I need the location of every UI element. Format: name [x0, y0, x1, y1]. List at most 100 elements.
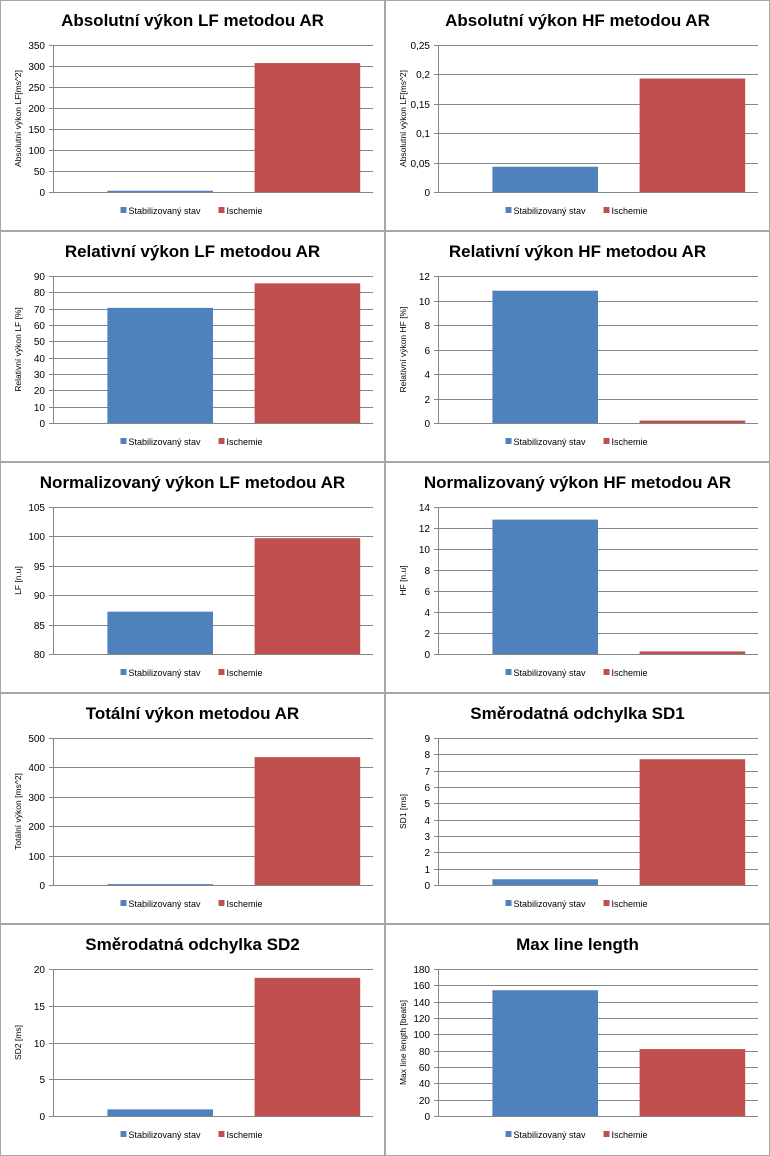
legend-label-ischemia: Ischemie — [227, 668, 263, 678]
chart-panel: Relativní výkon HF metodou AR 0 2 4 6 8 10 12 Re… — [385, 231, 770, 462]
bar-ischemia — [639, 420, 746, 423]
bar-stabilized — [107, 611, 213, 654]
y-tick-label: 15 — [34, 1002, 46, 1013]
legend-label-stabilized: Stabilizovaný stav — [129, 437, 202, 447]
y-axis-label: Max line length [beats] — [398, 1000, 408, 1085]
y-tick-label: 12 — [419, 272, 431, 283]
y-axis-label: Totální výkon [ms^2] — [13, 773, 23, 850]
chart-panel: Totální výkon metodou AR 0 100 200 300 400 500… — [0, 693, 385, 924]
chart-panel: Normalizovaný výkon HF metodou AR 0 2 4 6 8 10… — [385, 462, 770, 693]
y-tick-label: 4 — [424, 370, 430, 381]
y-tick-label: 50 — [34, 337, 46, 348]
y-tick-label: 2 — [424, 629, 430, 640]
y-tick-label: 85 — [34, 621, 46, 632]
chart-svg: Absolutní výkon LF metodou AR 0 50 100 150 20… — [13, 11, 373, 216]
chart-title: Normalizovaný výkon HF metodou AR — [424, 473, 731, 492]
bar-stabilized — [492, 166, 598, 192]
y-tick-label: 100 — [28, 852, 45, 863]
chart-panel: Směrodatná odchylka SD1 0 1 2 3 4 5 6 7 8 9 SD1 [ms… — [385, 693, 770, 924]
bar-ischemia — [254, 757, 361, 885]
y-axis-label: LF [n.u] — [13, 566, 23, 595]
y-tick-label: 12 — [419, 524, 431, 535]
legend: Stabilizovaný stav Ischemie — [120, 437, 263, 447]
chart-panel: Absolutní výkon HF metodou AR 0 0,05 0,1 0,1… — [385, 0, 770, 231]
chart-title: Směrodatná odchylka SD1 — [470, 704, 684, 723]
y-tick-label: 50 — [34, 167, 46, 178]
legend-swatch-ischemia — [603, 669, 610, 675]
y-tick-label: 20 — [419, 1096, 431, 1107]
y-tick-label: 2 — [424, 395, 430, 406]
legend-swatch-ischemia — [603, 900, 610, 906]
y-tick-label: 10 — [34, 1039, 46, 1050]
chart-title: Totální výkon metodou AR — [86, 704, 299, 723]
y-tick-label: 14 — [419, 503, 431, 514]
legend-label-stabilized: Stabilizovaný stav — [129, 899, 202, 909]
y-tick-label: 20 — [34, 965, 46, 976]
legend: Stabilizovaný stav Ischemie — [120, 1130, 263, 1140]
chart-svg: Totální výkon metodou AR 0 100 200 300 400 500… — [13, 704, 373, 909]
legend: Stabilizovaný stav Ischemie — [120, 899, 263, 909]
y-tick-label: 30 — [34, 370, 46, 381]
y-axis-label: Absolutní výkon LF[ms^2] — [13, 70, 23, 167]
chart-svg: Směrodatná odchylka SD2 0 5 10 15 20 SD2 [ms] S… — [13, 935, 373, 1140]
legend: Stabilizovaný stav Ischemie — [505, 668, 648, 678]
y-axis-label: Relativní výkon LF [%] — [13, 307, 23, 392]
legend-swatch-stabilized — [505, 900, 512, 906]
y-tick-label: 70 — [34, 305, 46, 316]
y-tick-label: 0 — [39, 881, 45, 892]
y-tick-label: 350 — [28, 41, 45, 52]
legend-label-stabilized: Stabilizovaný stav — [514, 668, 587, 678]
y-tick-label: 0 — [424, 881, 430, 892]
legend-swatch-ischemia — [218, 1131, 225, 1137]
y-tick-label: 8 — [424, 566, 430, 577]
y-tick-label: 0,25 — [411, 41, 431, 52]
bar-stabilized — [492, 990, 598, 1116]
legend-label-ischemia: Ischemie — [612, 668, 648, 678]
y-axis-label: HF [n.u] — [398, 565, 408, 595]
legend-label-stabilized: Stabilizovaný stav — [514, 437, 587, 447]
bar-ischemia — [254, 283, 361, 423]
bar-ischemia — [254, 538, 361, 654]
legend-swatch-ischemia — [218, 669, 225, 675]
bar-stabilized — [492, 519, 598, 654]
y-tick-label: 500 — [28, 734, 45, 745]
bar-ischemia — [639, 78, 746, 192]
legend-swatch-ischemia — [218, 900, 225, 906]
y-tick-label: 100 — [28, 146, 45, 157]
legend: Stabilizovaný stav Ischemie — [505, 1130, 648, 1140]
y-tick-label: 160 — [413, 981, 430, 992]
chart-title: Relativní výkon LF metodou AR — [65, 242, 320, 261]
legend-swatch-stabilized — [120, 438, 127, 444]
y-tick-label: 2 — [424, 848, 430, 859]
y-tick-label: 400 — [28, 763, 45, 774]
y-tick-label: 20 — [34, 386, 46, 397]
y-tick-label: 4 — [424, 608, 430, 619]
y-tick-label: 0 — [39, 188, 45, 199]
legend-label-ischemia: Ischemie — [612, 899, 648, 909]
chart-title: Absolutní výkon HF metodou AR — [445, 11, 710, 30]
chart-panel: Relativní výkon LF metodou AR 0 10 20 30 40 50… — [0, 231, 385, 462]
chart-title: Relativní výkon HF metodou AR — [449, 242, 706, 261]
chart-panel: Max line length 0 20 40 60 80 100 120 140 160 180 M… — [385, 924, 770, 1156]
y-tick-label: 0 — [424, 1112, 430, 1123]
y-tick-label: 300 — [28, 62, 45, 73]
y-tick-label: 5 — [39, 1075, 45, 1086]
y-tick-label: 1 — [424, 865, 430, 876]
legend-swatch-stabilized — [505, 438, 512, 444]
bar-stabilized — [107, 307, 213, 423]
bar-ischemia — [639, 1049, 746, 1116]
legend-label-ischemia: Ischemie — [612, 1130, 648, 1140]
legend-swatch-stabilized — [120, 669, 127, 675]
chart-panel: Normalizovaný výkon LF metodou AR 80 85 90 9… — [0, 462, 385, 693]
y-tick-label: 8 — [424, 321, 430, 332]
y-tick-label: 105 — [28, 503, 45, 514]
y-tick-label: 0,05 — [411, 159, 431, 170]
y-tick-label: 150 — [28, 125, 45, 136]
bar-stabilized — [107, 190, 213, 192]
legend-label-stabilized: Stabilizovaný stav — [129, 206, 202, 216]
legend-swatch-ischemia — [603, 207, 610, 213]
chart-svg: Max line length 0 20 40 60 80 100 120 140 160 180 M… — [398, 935, 758, 1140]
y-tick-label: 40 — [419, 1079, 431, 1090]
y-tick-label: 90 — [34, 591, 46, 602]
